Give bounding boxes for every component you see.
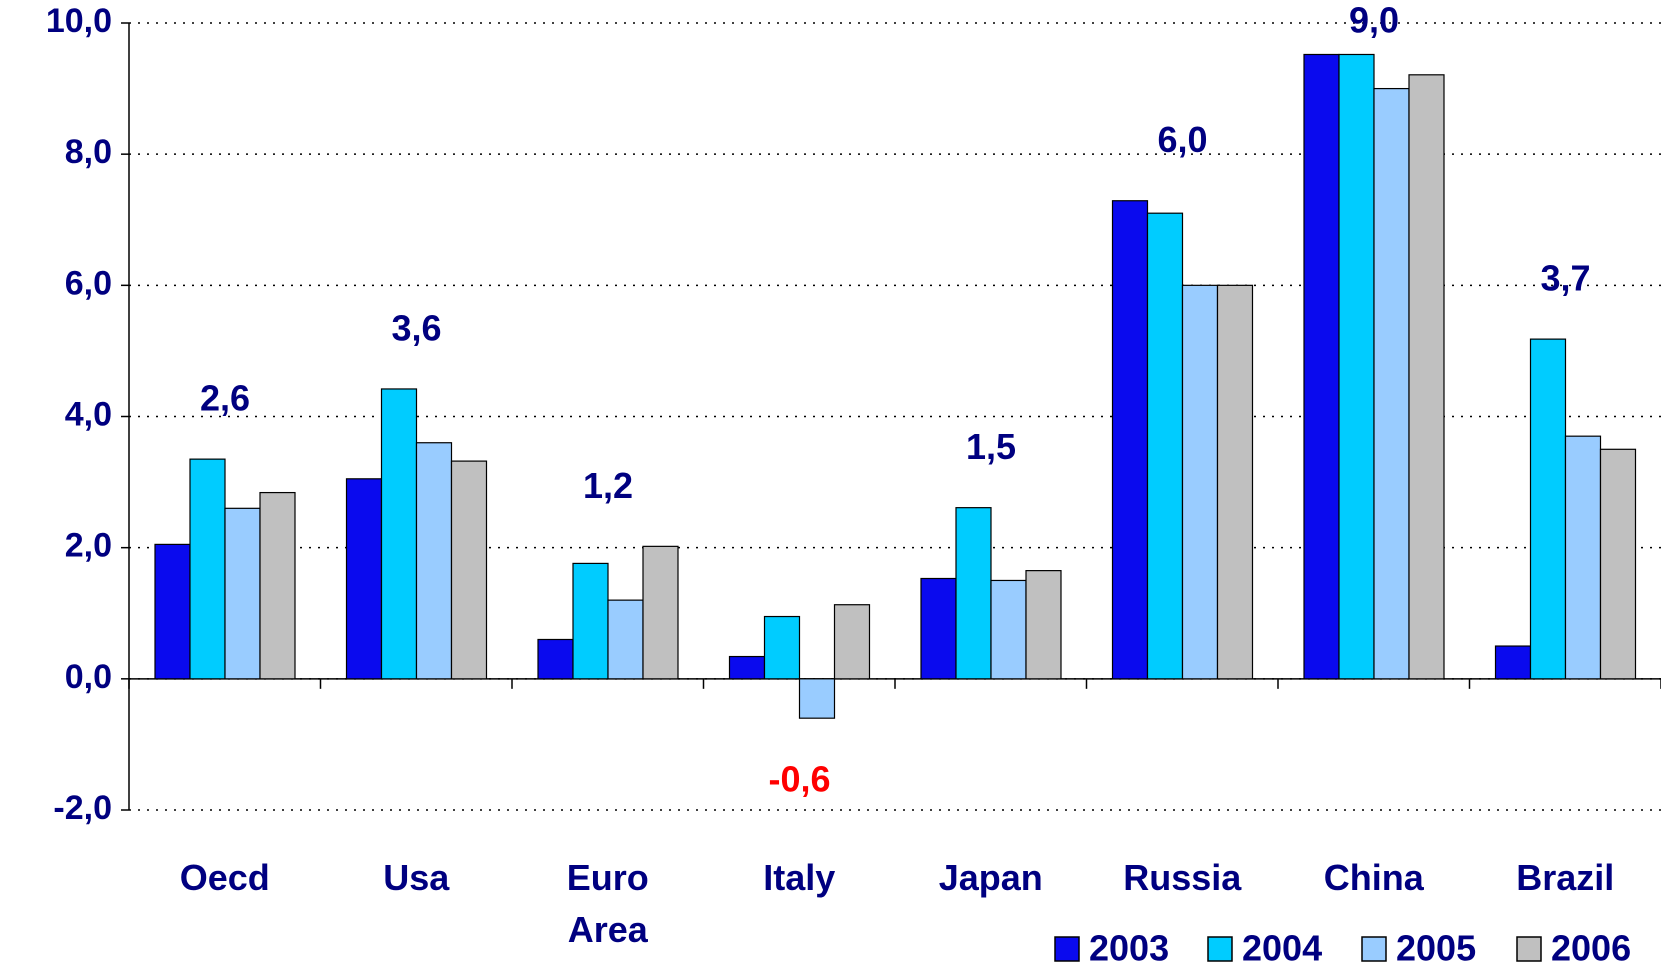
bar: [154, 543, 191, 680]
legend-swatch: [1054, 936, 1080, 962]
bar: [1181, 284, 1219, 680]
bar: [1338, 53, 1375, 680]
bar: [224, 507, 261, 680]
value-label: -0,6: [768, 759, 830, 800]
bar: [1408, 74, 1445, 680]
value-label: 3,7: [1540, 258, 1590, 299]
bar: [1216, 284, 1254, 680]
y-tick-label: 2,0: [65, 527, 112, 565]
x-tick-label: Oecd: [179, 857, 270, 898]
y-tick-label: 0,0: [65, 658, 112, 696]
x-tick-label: Japan: [938, 857, 1043, 898]
bar: [1146, 212, 1184, 680]
bar: [798, 678, 836, 719]
bar: [380, 388, 418, 680]
x-tick-label: China: [1323, 857, 1424, 898]
legend-label: 2004: [1242, 928, 1322, 969]
legend-swatch: [1361, 936, 1387, 962]
legend-swatch: [1516, 936, 1542, 962]
bar: [642, 545, 679, 680]
bar: [990, 579, 1027, 680]
legend-label: 2005: [1396, 928, 1476, 969]
bar: [450, 460, 488, 680]
y-tick-label: 10,0: [46, 2, 112, 40]
x-tick-label: Russia: [1123, 857, 1242, 898]
y-tick-label: 4,0: [65, 395, 112, 433]
bar: [607, 599, 644, 680]
bar: [1373, 87, 1410, 680]
value-label: 3,6: [391, 307, 441, 348]
y-tick-label: -2,0: [53, 789, 112, 827]
bar: [1599, 448, 1637, 680]
value-label: 9,0: [1349, 0, 1399, 41]
bar: [1529, 338, 1567, 680]
value-label: 2,6: [200, 378, 250, 419]
bar: [763, 615, 801, 680]
value-label: 1,5: [966, 426, 1016, 467]
y-tick-label: 8,0: [65, 133, 112, 171]
value-label: 6,0: [1157, 119, 1207, 160]
bar: [537, 638, 574, 680]
bar: [189, 458, 226, 680]
value-label: 1,2: [583, 465, 633, 506]
bar: [345, 478, 383, 680]
legend-label: 2003: [1089, 928, 1169, 969]
bar: [955, 507, 992, 680]
bar: [259, 491, 296, 680]
bar: [572, 562, 609, 680]
bar: [1494, 645, 1532, 680]
y-tick-label: 6,0: [65, 264, 112, 302]
x-tick-label: Brazil: [1516, 857, 1615, 898]
legend-label: 2006: [1551, 928, 1631, 969]
x-tick-label: Italy: [763, 857, 836, 898]
bar: [1303, 53, 1340, 680]
bar: [1564, 435, 1602, 680]
bar: [415, 442, 453, 680]
bar: [920, 577, 957, 680]
x-tick-label: Usa: [383, 857, 450, 898]
bar: [1025, 570, 1062, 680]
x-tick-label: Euro Area: [566, 857, 649, 950]
bar: [1111, 200, 1149, 680]
legend-swatch: [1207, 936, 1233, 962]
bar: [728, 655, 766, 680]
bar: [833, 604, 871, 680]
